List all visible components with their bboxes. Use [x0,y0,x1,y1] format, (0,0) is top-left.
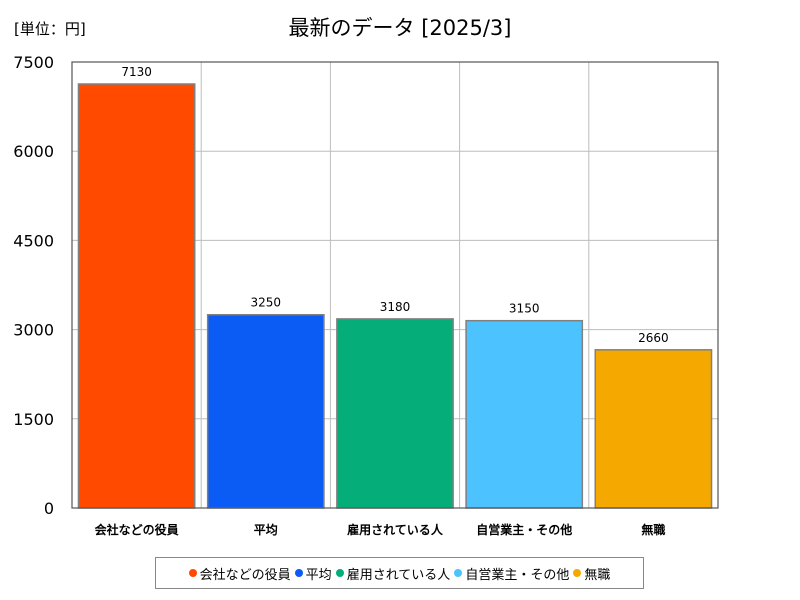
chart-legend: 会社などの役員 平均 雇用されている人 自営業主・その他 無職 [155,557,644,589]
bar [465,319,584,509]
legend-label: 無職 [584,567,611,583]
bar [594,349,713,509]
legend-dot-icon [335,569,344,577]
legend-label: 平均 [305,567,332,583]
y-tick-label: 0 [44,499,54,518]
legend-item: 平均 [294,564,332,583]
chart-title: 最新のデータ [2025/3] [288,16,512,40]
x-tick-label: 自営業主・その他 [476,522,572,537]
data-label: 7130 [121,65,152,79]
legend-item: 無職 [573,564,610,583]
bar [206,313,325,509]
data-label: 3180 [380,300,411,314]
legend-label: 雇用されている人 [346,567,451,583]
bar [336,318,454,509]
legend-dot-icon [294,569,303,577]
y-tick-label: 7500 [13,53,54,72]
legend-item: 雇用されている人 [335,564,451,583]
x-tick-label: 平均 [254,522,278,537]
legend-label: 会社などの役員 [199,567,291,583]
bar [77,83,196,509]
unit-label: [単位：円] [14,20,86,38]
legend-label: 自営業主・その他 [465,567,570,583]
x-tick-label: 雇用されている人 [347,522,444,537]
y-tick-label: 1500 [13,410,54,429]
plot-frame [71,61,719,509]
x-tick-label: 会社などの役員 [95,522,179,537]
y-tick-label: 6000 [13,142,54,161]
legend-item: 自営業主・その他 [454,564,569,583]
legend-dot-icon [573,569,582,577]
y-tick-label: 4500 [13,231,54,250]
y-tick-label: 3000 [13,321,54,340]
data-label: 2660 [638,331,669,345]
data-label: 3250 [251,296,282,310]
data-label: 3150 [509,302,540,316]
legend-dot-icon [188,569,197,577]
legend-item: 会社などの役員 [188,564,291,583]
x-tick-label: 無職 [641,522,665,537]
legend-dot-icon [454,569,463,577]
